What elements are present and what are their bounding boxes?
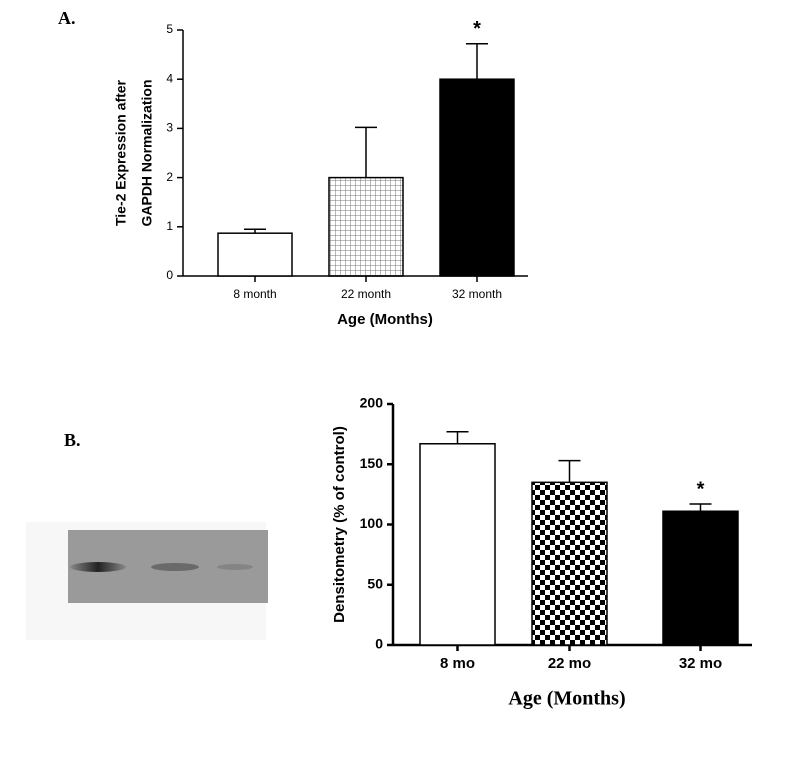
y-tick-label: 150 xyxy=(360,455,384,471)
x-tick-label: 32 mo xyxy=(679,655,722,672)
y-tick-label: 200 xyxy=(360,395,384,411)
x-axis-label: Age (Months) xyxy=(508,688,625,710)
x-tick-label: 32 month xyxy=(452,287,502,301)
panel-label: B. xyxy=(64,430,81,450)
western-blot xyxy=(26,522,268,640)
bar xyxy=(217,232,293,277)
bar xyxy=(662,510,739,646)
x-axis-label: Age (Months) xyxy=(337,311,433,328)
y-tick-label: 3 xyxy=(166,121,173,135)
y-axis-label: Tie-2 Expression after xyxy=(113,79,129,226)
y-tick-label: 1 xyxy=(166,219,173,233)
x-tick-label: 8 mo xyxy=(440,655,475,672)
y-tick-label: 5 xyxy=(166,22,173,36)
x-tick-label: 8 month xyxy=(233,287,276,301)
bar xyxy=(419,443,496,646)
significance-mark: * xyxy=(697,478,705,500)
significance-mark: * xyxy=(473,18,481,40)
x-tick-label: 22 mo xyxy=(548,655,591,672)
y-tick-label: 2 xyxy=(166,170,173,184)
y-tick-label: 50 xyxy=(367,575,383,591)
bar xyxy=(328,176,404,277)
y-tick-label: 0 xyxy=(375,636,383,652)
y-axis-label: GAPDH Normalization xyxy=(139,79,155,226)
y-tick-label: 100 xyxy=(360,515,384,531)
x-tick-label: 22 month xyxy=(341,287,391,301)
bar xyxy=(531,481,608,646)
y-tick-label: 0 xyxy=(166,268,173,282)
y-axis-label: Densitometry (% of control) xyxy=(331,426,348,623)
y-tick-label: 4 xyxy=(166,71,173,85)
bar xyxy=(439,78,515,277)
panel-label: A. xyxy=(58,8,76,28)
